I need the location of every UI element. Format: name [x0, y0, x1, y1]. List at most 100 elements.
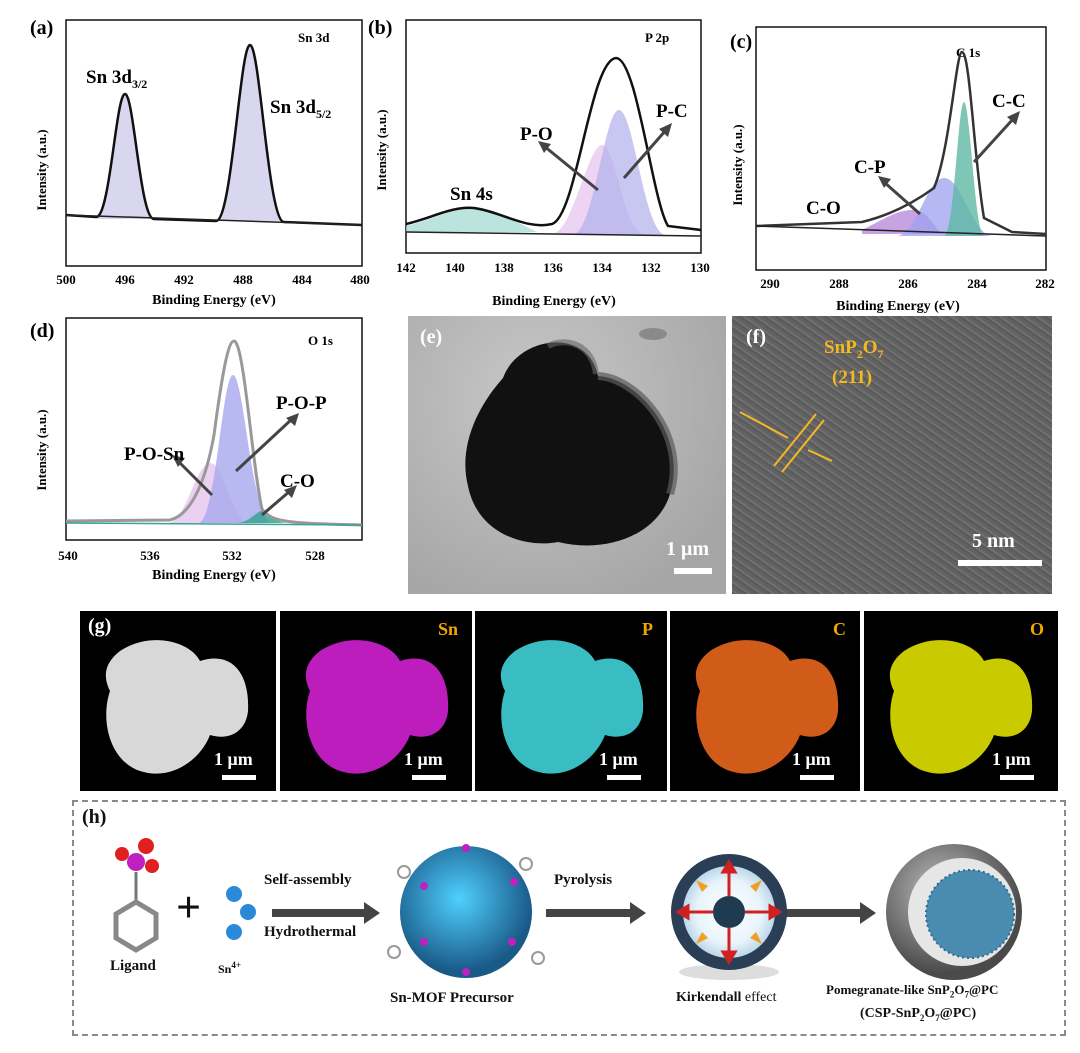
- sn-ion-label: Sn4+: [218, 960, 241, 976]
- eds-scale-label: 1 μm: [404, 749, 443, 769]
- tick: 138: [494, 260, 514, 275]
- panel-b-ylabel: Intensity (a.u.): [374, 109, 389, 190]
- process-arrows: [272, 902, 876, 924]
- panel-a-label: (a): [30, 17, 53, 39]
- pomegranate-product: [886, 844, 1022, 980]
- eds-scale-label: 1 μm: [792, 749, 831, 769]
- eds-shape: [889, 640, 1033, 774]
- tick: 132: [641, 260, 661, 275]
- tick: 130: [690, 260, 710, 275]
- panel-c-title: C 1s: [956, 45, 980, 60]
- arrow-posn: [176, 459, 214, 497]
- arrowhead-pop: [286, 413, 299, 426]
- anno-posn: P-O-Sn: [124, 444, 185, 465]
- tick: 500: [56, 272, 76, 287]
- cc-fill: [944, 102, 984, 236]
- scheme-graphics: [113, 838, 1022, 980]
- arrow-pop: [234, 417, 294, 473]
- hrtem-phase-label: SnP2O7 (211): [824, 337, 884, 388]
- tick: 532: [222, 548, 242, 563]
- o1s-envelope: [65, 339, 363, 527]
- anno-cp: C-P: [854, 157, 886, 178]
- eds-shape: [105, 640, 249, 774]
- plus-sign: +: [176, 883, 202, 932]
- panel-a-ticks: 500 496 492 488 484 480: [56, 272, 370, 287]
- step-self-assembly: Self-assembly: [264, 872, 352, 888]
- panel-d-ticks: 540 536 532 528: [58, 548, 325, 563]
- tick: 284: [967, 276, 987, 291]
- panel-d-ylabel: Intensity (a.u.): [34, 409, 49, 490]
- eds-scale-label: 1 μm: [992, 749, 1031, 769]
- ligand-label: Ligand: [110, 958, 156, 974]
- eds-scalebar: [800, 775, 834, 780]
- eds-scalebar: [607, 775, 641, 780]
- panel-f-scalebar-label: 5 nm: [972, 530, 1015, 552]
- arrow-pc: [622, 129, 668, 179]
- eds-shape: [695, 640, 839, 774]
- panel-b-title: P 2p: [645, 30, 669, 45]
- eds-map-p: P 1 μm: [475, 611, 667, 791]
- panel-a-title: Sn 3d: [298, 30, 330, 45]
- step-pyrolysis: Pyrolysis: [554, 872, 613, 888]
- panel-e-scalebar: [674, 568, 712, 574]
- xps-o1s-chart: (d) O 1s Intensity (a.u.) P-O-P P-O-Sn C…: [30, 317, 363, 583]
- sn-ions: [226, 886, 256, 940]
- tick: 140: [445, 260, 465, 275]
- panel-d-label: (d): [30, 320, 54, 342]
- anno-po: P-O: [520, 124, 553, 145]
- panel-b-xlabel: Binding Energy (eV): [492, 294, 616, 309]
- tem-particle: [465, 328, 678, 546]
- anno-pc: P-C: [656, 101, 688, 122]
- eds-scalebar: [412, 775, 446, 780]
- product-abbrev-label: (CSP-SnP2O7@PC): [860, 1006, 977, 1023]
- arrowhead-po: [538, 141, 551, 153]
- arrowhead-posn: [172, 455, 185, 467]
- arrow-cp: [883, 180, 921, 216]
- panel-e-label: (e): [420, 326, 443, 348]
- tick: 142: [396, 260, 416, 275]
- eds-element-label: Sn: [437, 619, 458, 639]
- step-hydrothermal: Hydrothermal: [264, 924, 357, 940]
- kirkendall-sphere: [671, 854, 787, 980]
- panel-g-label: (g): [88, 615, 112, 637]
- anno-pop: P-O-P: [276, 393, 327, 414]
- arrow-co-o1s: [261, 489, 291, 517]
- tick: 480: [350, 272, 370, 287]
- eds-shape: [305, 640, 449, 774]
- p2p-baseline: [405, 231, 702, 237]
- precursor-label: Sn-MOF Precursor: [390, 990, 514, 1006]
- panel-b-frame: [405, 19, 702, 254]
- hrtem-image: (f) SnP2O7 (211) 5 nm: [732, 316, 1052, 594]
- arrowhead-co-o1s: [284, 485, 297, 498]
- tick: 528: [305, 548, 325, 563]
- sn4s-fill: [406, 208, 537, 232]
- panel-e-scalebar-label: 1 μm: [666, 538, 709, 560]
- arrowhead-cc: [1007, 111, 1020, 125]
- p2p-envelope: [405, 56, 702, 232]
- arrow-cc: [972, 116, 1016, 164]
- eds-scale-label: 1 μm: [599, 749, 638, 769]
- panel-c-frame: [755, 26, 1047, 271]
- synthesis-scheme: (h) Ligand + Sn4+ Self-assembly Hydrothe…: [72, 800, 1066, 1036]
- mof-precursor-sphere: [387, 844, 545, 978]
- eds-scalebar: [222, 775, 256, 780]
- tick: 492: [174, 272, 194, 287]
- anno-co: C-O: [806, 198, 841, 219]
- eds-map-haadf: (g) 1 μm: [80, 611, 276, 791]
- tick: 536: [140, 548, 160, 563]
- tick: 496: [115, 272, 135, 287]
- panel-c-label: (c): [730, 31, 752, 53]
- panel-d-title: O 1s: [308, 333, 333, 348]
- peak-sn3d32-label: Sn 3d3/2: [86, 67, 147, 91]
- panel-c-ticks: 290 288 286 284 282: [760, 276, 1055, 291]
- arrowhead-cp: [878, 176, 891, 188]
- o1s-baseline: [65, 522, 363, 526]
- eds-map-o: O 1 μm: [864, 611, 1058, 791]
- eds-map-sn: Sn 1 μm: [280, 611, 472, 791]
- eds-shape: [500, 640, 644, 774]
- panel-f-label: (f): [746, 326, 766, 348]
- tick: 540: [58, 548, 78, 563]
- panel-d-xlabel: Binding Energy (eV): [152, 568, 276, 583]
- eds-element-label: P: [642, 619, 653, 639]
- tick: 282: [1035, 276, 1055, 291]
